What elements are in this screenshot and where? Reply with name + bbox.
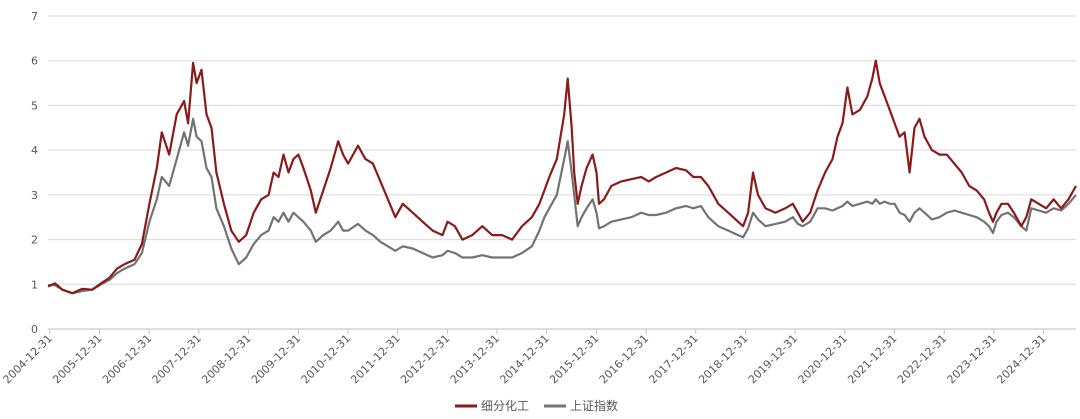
grid-lines xyxy=(48,15,1076,330)
x-tick-label-2: 2006-12-31 xyxy=(100,332,154,386)
y-tick-label-6: 6 xyxy=(31,55,38,68)
x-tick-label-8: 2012-12-31 xyxy=(398,332,452,386)
x-tick-label-7: 2011-12-31 xyxy=(348,332,402,386)
x-tick-label-6: 2010-12-31 xyxy=(299,332,353,386)
x-tick-label-14: 2018-12-31 xyxy=(696,332,750,386)
x-tick-label-20: 2024-12-31 xyxy=(994,332,1048,386)
x-tick-label-17: 2021-12-31 xyxy=(845,332,899,386)
x-tick-label-18: 2022-12-31 xyxy=(895,332,949,386)
x-tick-label-4: 2008-12-31 xyxy=(199,332,253,386)
series-lines xyxy=(47,59,1077,295)
legend-label-1: 上证指数 xyxy=(570,398,618,413)
x-tick-label-9: 2013-12-31 xyxy=(448,332,502,386)
x-tick-label-10: 2014-12-31 xyxy=(497,332,551,386)
x-tick-label-13: 2017-12-31 xyxy=(646,332,700,386)
y-tick-label-2: 2 xyxy=(31,234,38,247)
y-tick-label-7: 7 xyxy=(31,10,38,23)
x-tick-label-1: 2005-12-31 xyxy=(50,332,104,386)
y-axis: 0 1 2 3 4 5 6 7 xyxy=(31,10,38,336)
y-tick-label-3: 3 xyxy=(31,189,38,202)
x-tick-label-12: 2016-12-31 xyxy=(597,332,651,386)
y-tick-label-0: 0 xyxy=(31,323,38,336)
x-tick-label-5: 2009-12-31 xyxy=(249,332,303,386)
series-line-0 xyxy=(47,59,1077,295)
series-line-1 xyxy=(48,117,1077,295)
x-tick-label-19: 2023-12-31 xyxy=(945,332,999,386)
x-axis: 2004-12-312005-12-312006-12-312007-12-31… xyxy=(1,329,1049,386)
x-tick-label-3: 2007-12-31 xyxy=(150,332,204,386)
legend: 细分化工 上证指数 xyxy=(455,398,618,413)
legend-label-0: 细分化工 xyxy=(481,399,529,413)
x-tick-label-11: 2015-12-31 xyxy=(547,332,601,386)
y-tick-label-5: 5 xyxy=(31,99,38,112)
x-tick-label-0: 2004-12-31 xyxy=(1,332,55,386)
y-tick-label-4: 4 xyxy=(31,144,38,157)
x-tick-label-15: 2019-12-31 xyxy=(746,332,800,386)
x-tick-label-16: 2020-12-31 xyxy=(796,332,850,386)
y-tick-label-1: 1 xyxy=(31,278,38,291)
